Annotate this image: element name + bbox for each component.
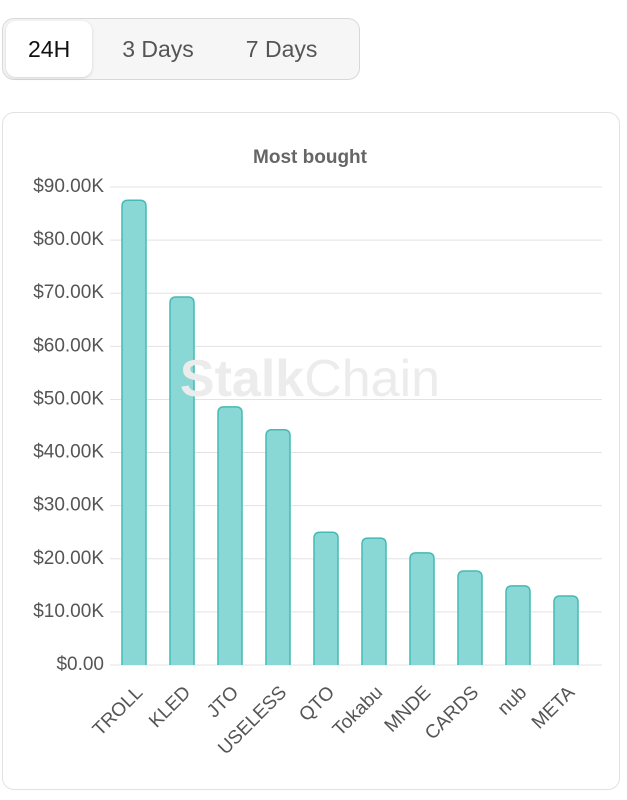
tab-bar: 24H 3 Days 7 Days [2,18,360,80]
y-tick-label: $0.00 [56,654,104,675]
x-tick-label: META [528,682,579,733]
bar [553,595,579,665]
x-tick-label: KLED [145,682,195,732]
bar [169,296,195,665]
y-tick-label: $40.00K [33,442,104,463]
bar [457,570,483,665]
x-tick-label: QTO [295,682,339,726]
chart-card [2,112,620,790]
bar [265,428,291,665]
bar [409,552,435,665]
y-tick-label: $20.00K [33,548,104,569]
x-tick-label: Tokabu [329,682,387,740]
x-tick-label: nub [494,682,531,719]
tab[interactable]: 24H [6,21,93,77]
x-tick-label: JTO [203,682,243,722]
bar [217,406,243,665]
bar [361,537,387,665]
x-tick-label: TROLL [89,682,147,740]
y-tick-label: $30.00K [33,495,104,516]
bar [121,199,147,665]
tab[interactable]: 7 Days [245,36,318,62]
bar [505,585,531,665]
y-tick-label: $10.00K [33,601,104,622]
bar [313,531,339,665]
watermark-bold: Stalk [180,350,304,408]
chart-title: Most bought [253,147,368,168]
y-tick-label: $50.00K [33,388,104,409]
y-tick-label: $70.00K [33,282,104,303]
x-tick-label: CARDS [421,682,483,744]
y-tick-label: $80.00K [33,229,104,250]
y-tick-label: $60.00K [33,335,104,356]
watermark: StalkChain [180,350,440,408]
watermark-light: Chain [304,350,440,408]
tab[interactable]: 3 Days [122,36,194,62]
y-tick-label: $90.00K [33,176,104,197]
